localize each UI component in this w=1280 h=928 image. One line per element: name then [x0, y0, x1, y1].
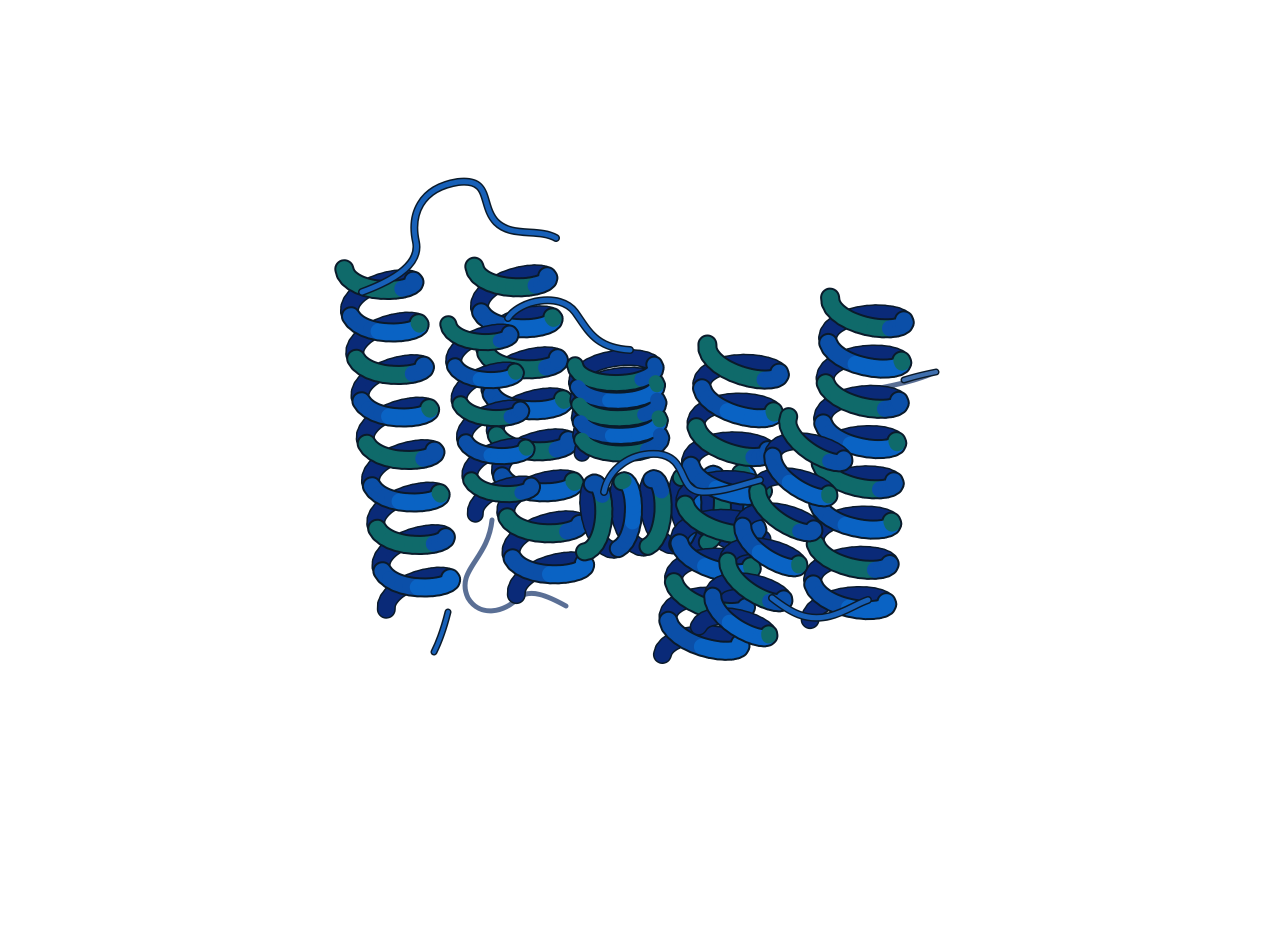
- helix-8: [689, 407, 854, 648]
- helix-1: [334, 259, 462, 619]
- helix-group: [334, 256, 915, 664]
- helix-2: [464, 256, 596, 605]
- loop-left-tail: [430, 608, 452, 656]
- helix-4: [566, 349, 671, 463]
- loop-center: [600, 449, 764, 497]
- loop-bottom-right: [768, 594, 872, 622]
- foreground-loops: [358, 177, 940, 656]
- loop-right-tail: [900, 368, 940, 384]
- loop-faded-a: [462, 517, 569, 614]
- helix-7: [800, 287, 915, 630]
- loop-top-left: [358, 177, 560, 296]
- loop-top-middle: [504, 296, 634, 354]
- helix-3: [439, 315, 541, 523]
